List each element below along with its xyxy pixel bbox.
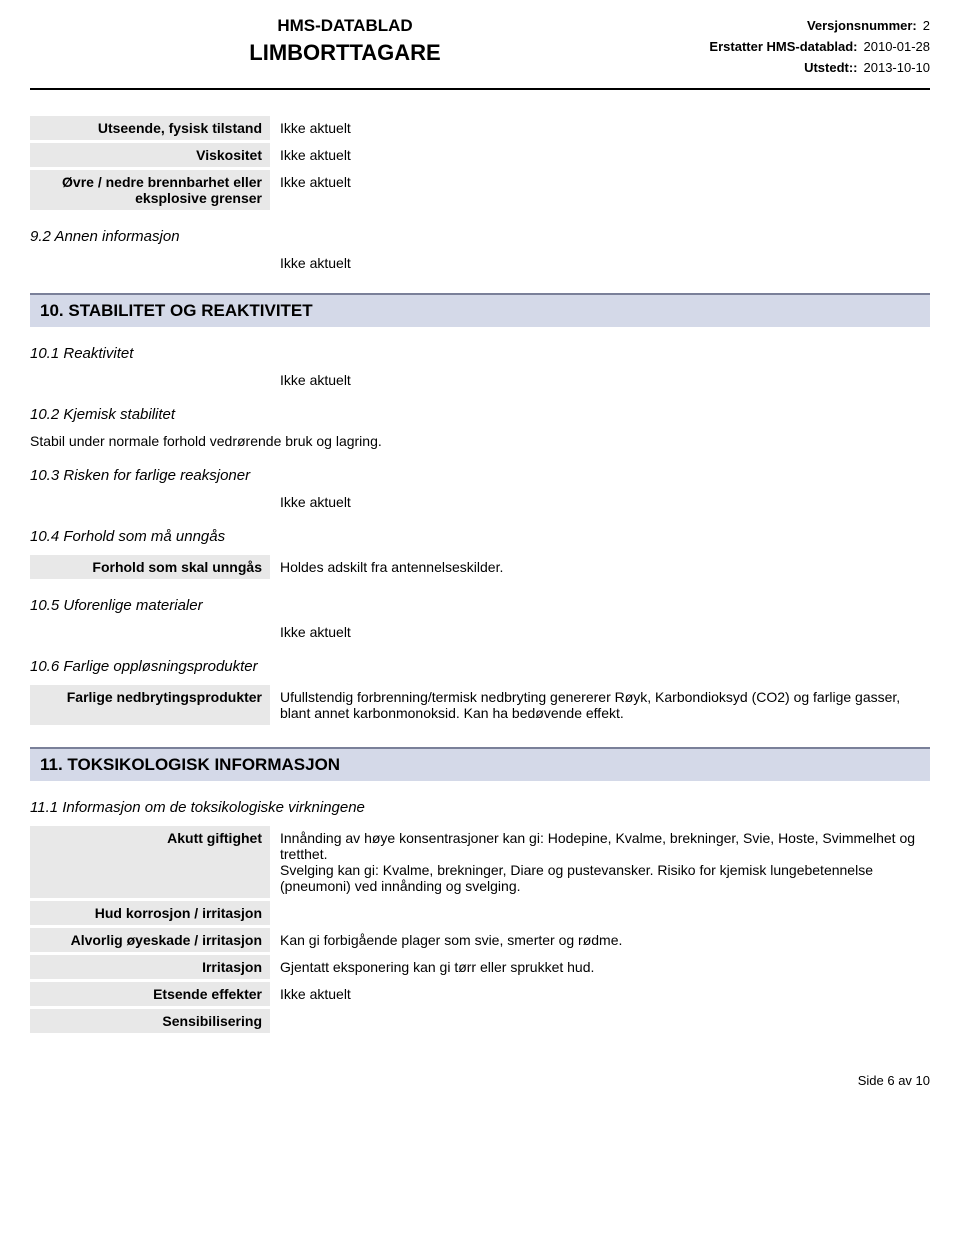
property-label: Irritasjon <box>30 955 270 979</box>
property-label: Viskositet <box>30 143 270 167</box>
property-label: Akutt giftighet <box>30 826 270 898</box>
property-label: Alvorlig øyeskade / irritasjon <box>30 928 270 952</box>
property-row: Forhold som skal unngås Holdes adskilt f… <box>30 555 930 579</box>
property-label: Hud korrosjon / irritasjon <box>30 901 270 925</box>
property-value: Gjentatt eksponering kan gi tørr eller s… <box>270 955 930 979</box>
subsection-value: Ikke aktuelt <box>280 372 930 388</box>
property-row: Utseende, fysisk tilstand Ikke aktuelt <box>30 116 930 140</box>
subsection-value: Ikke aktuelt <box>280 624 930 640</box>
subsection-title: 10.6 Farlige oppløsningsprodukter <box>30 658 930 675</box>
property-value: Ikke aktuelt <box>270 143 930 167</box>
property-value: Ikke aktuelt <box>270 170 930 210</box>
property-label: Etsende effekter <box>30 982 270 1006</box>
property-row: Viskositet Ikke aktuelt <box>30 143 930 167</box>
header-meta: Versjonsnummer: 2 Erstatter HMS-datablad… <box>660 16 930 78</box>
property-label: Utseende, fysisk tilstand <box>30 116 270 140</box>
property-row: Irritasjon Gjentatt eksponering kan gi t… <box>30 955 930 979</box>
subsection-title: 10.1 Reaktivitet <box>30 345 930 362</box>
subsection-title: 10.2 Kjemisk stabilitet <box>30 406 930 423</box>
version-value: 2 <box>923 16 930 37</box>
product-name: LIMBORTTAGARE <box>30 40 660 66</box>
subsection-title: 9.2 Annen informasjon <box>30 228 930 245</box>
subsection-title: 10.4 Forhold som må unngås <box>30 528 930 545</box>
version-label: Versjonsnummer: <box>807 16 917 37</box>
property-row: Hud korrosjon / irritasjon <box>30 901 930 925</box>
document-header: HMS-DATABLAD LIMBORTTAGARE Versjonsnumme… <box>30 10 930 90</box>
property-row: Etsende effekter Ikke aktuelt <box>30 982 930 1006</box>
property-value: Ikke aktuelt <box>270 116 930 140</box>
doc-type: HMS-DATABLAD <box>30 16 660 36</box>
replaces-value: 2010-01-28 <box>864 37 931 58</box>
property-row: Alvorlig øyeskade / irritasjon Kan gi fo… <box>30 928 930 952</box>
document-body: Utseende, fysisk tilstand Ikke aktuelt V… <box>30 116 930 1033</box>
property-label: Øvre / nedre brennbarhet eller eksplosiv… <box>30 170 270 210</box>
replaces-label: Erstatter HMS-datablad: <box>709 37 857 58</box>
property-label: Farlige nedbrytingsprodukter <box>30 685 270 725</box>
issued-value: 2013-10-10 <box>864 58 931 79</box>
header-left: HMS-DATABLAD LIMBORTTAGARE <box>30 16 660 66</box>
property-row: Sensibilisering <box>30 1009 930 1033</box>
subsection-value: Ikke aktuelt <box>280 494 930 510</box>
property-value: Holdes adskilt fra antennelseskilder. <box>270 555 930 579</box>
property-value: Innånding av høye konsentrasjoner kan gi… <box>270 826 930 898</box>
section-header: 10. STABILITET OG REAKTIVITET <box>30 293 930 327</box>
property-row: Farlige nedbrytingsprodukter Ufullstendi… <box>30 685 930 725</box>
subsection-title: 11.1 Informasjon om de toksikologiske vi… <box>30 799 930 816</box>
page-footer: Side 6 av 10 <box>30 1073 930 1088</box>
property-label: Sensibilisering <box>30 1009 270 1033</box>
body-text: Stabil under normale forhold vedrørende … <box>30 433 930 449</box>
section-header: 11. TOKSIKOLOGISK INFORMASJON <box>30 747 930 781</box>
property-value: Ikke aktuelt <box>270 982 930 1006</box>
property-value <box>270 901 930 925</box>
subsection-title: 10.5 Uforenlige materialer <box>30 597 930 614</box>
subsection-title: 10.3 Risken for farlige reaksjoner <box>30 467 930 484</box>
property-value <box>270 1009 930 1033</box>
property-row: Øvre / nedre brennbarhet eller eksplosiv… <box>30 170 930 210</box>
property-label: Forhold som skal unngås <box>30 555 270 579</box>
property-row: Akutt giftighet Innånding av høye konsen… <box>30 826 930 898</box>
property-value: Kan gi forbigående plager som svie, smer… <box>270 928 930 952</box>
issued-label: Utstedt:: <box>804 58 857 79</box>
subsection-value: Ikke aktuelt <box>280 255 930 271</box>
property-value: Ufullstendig forbrenning/termisk nedbryt… <box>270 685 930 725</box>
